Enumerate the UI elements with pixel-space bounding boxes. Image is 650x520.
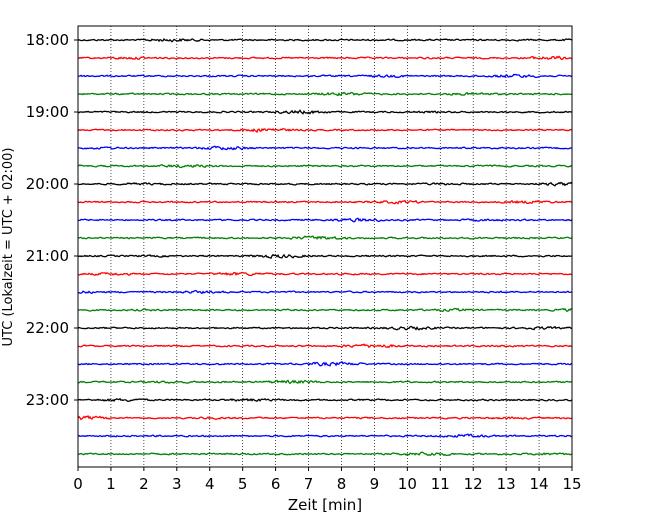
y-axis: 18:00 19:00 20:00 21:00 22:00 23:00: [26, 31, 78, 409]
trace-line-5: [77, 127, 573, 134]
y-tick-label-2: 20:00: [26, 175, 69, 193]
x-tick-label-14: 14: [530, 475, 549, 493]
plot-frame: [77, 25, 573, 468]
grid-lines: [110, 26, 540, 467]
trace-line-8: [77, 181, 573, 187]
x-tick-label-7: 7: [304, 475, 314, 493]
trace-line-0: [77, 38, 573, 43]
x-tick-label-6: 6: [271, 475, 281, 493]
trace-line-13: [77, 271, 573, 277]
x-tick-label-10: 10: [398, 475, 417, 493]
trace-line-7: [77, 163, 573, 169]
y-tick-label-3: 21:00: [26, 247, 69, 265]
y-tick-label-5: 23:00: [26, 391, 69, 409]
x-tick-label-5: 5: [238, 475, 248, 493]
trace-line-21: [77, 415, 573, 421]
x-tick-label-13: 13: [497, 475, 516, 493]
trace-line-3: [77, 91, 573, 97]
x-axis: 0 1 2 3 4 5 6 7 8 9 10 11 12 13 14 15: [73, 467, 582, 493]
trace-line-19: [77, 379, 573, 385]
x-tick-label-2: 2: [139, 475, 149, 493]
x-tick-label-15: 15: [562, 475, 581, 493]
trace-line-20: [77, 397, 573, 403]
trace-line-14: [77, 289, 573, 295]
x-tick-label-8: 8: [337, 475, 347, 493]
y-tick-label-0: 18:00: [26, 31, 69, 49]
y-tick-label-1: 19:00: [26, 103, 69, 121]
trace-line-16: [77, 325, 573, 331]
trace-line-1: [77, 55, 573, 61]
trace-line-6: [77, 145, 573, 151]
x-tick-label-1: 1: [106, 475, 116, 493]
x-tick-label-4: 4: [205, 475, 215, 493]
trace-line-18: [77, 361, 573, 367]
x-tick-label-9: 9: [370, 475, 380, 493]
x-tick-label-3: 3: [172, 475, 182, 493]
x-tick-label-11: 11: [431, 475, 450, 493]
y-axis-title: UTC (Lokalzeit = UTC + 02:00): [1, 148, 16, 347]
trace-line-2: [77, 73, 573, 79]
y-tick-label-4: 22:00: [26, 319, 69, 337]
trace-line-9: [77, 199, 573, 205]
trace-line-12: [77, 253, 573, 259]
trace-line-10: [77, 217, 573, 223]
trace-line-15: [77, 307, 573, 313]
seismic-traces: [77, 38, 573, 457]
x-tick-label-0: 0: [73, 475, 83, 493]
trace-line-22: [77, 433, 573, 438]
trace-line-23: [77, 451, 573, 457]
x-tick-label-12: 12: [464, 475, 483, 493]
trace-line-4: [77, 109, 573, 115]
x-axis-title: Zeit [min]: [288, 496, 362, 514]
trace-line-11: [77, 235, 573, 240]
trace-line-17: [77, 343, 573, 349]
